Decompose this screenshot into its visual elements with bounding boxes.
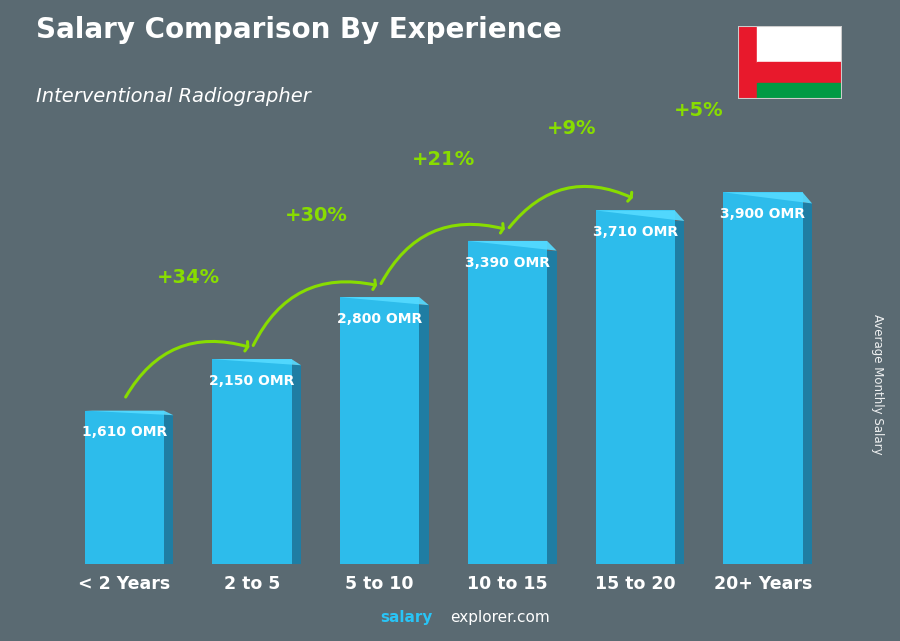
- Text: +9%: +9%: [546, 119, 596, 138]
- Bar: [757, 63, 842, 83]
- Polygon shape: [340, 297, 428, 305]
- Bar: [212, 359, 292, 564]
- Text: 3,390 OMR: 3,390 OMR: [465, 256, 550, 270]
- Text: salary: salary: [381, 610, 433, 625]
- Bar: [547, 251, 556, 564]
- Bar: [596, 210, 675, 564]
- Bar: [757, 26, 842, 62]
- Text: 3,710 OMR: 3,710 OMR: [593, 225, 678, 239]
- Text: 1,610 OMR: 1,610 OMR: [82, 426, 166, 440]
- Text: explorer.com: explorer.com: [450, 610, 550, 625]
- Bar: [85, 411, 164, 564]
- Polygon shape: [212, 359, 302, 365]
- Text: Salary Comparison By Experience: Salary Comparison By Experience: [36, 16, 562, 44]
- Polygon shape: [85, 411, 174, 415]
- Bar: [675, 221, 684, 564]
- Text: +30%: +30%: [284, 206, 347, 225]
- Bar: [164, 415, 174, 564]
- Polygon shape: [596, 210, 684, 221]
- Bar: [419, 305, 428, 564]
- Bar: [738, 26, 757, 99]
- Text: 3,900 OMR: 3,900 OMR: [721, 207, 806, 221]
- Polygon shape: [468, 241, 556, 251]
- Text: +34%: +34%: [157, 268, 220, 287]
- Polygon shape: [724, 192, 812, 203]
- Text: Average Monthly Salary: Average Monthly Salary: [871, 314, 884, 455]
- Bar: [468, 241, 547, 564]
- Text: 2,800 OMR: 2,800 OMR: [338, 312, 422, 326]
- Bar: [803, 203, 812, 564]
- Bar: [292, 365, 302, 564]
- Bar: [340, 297, 419, 564]
- Bar: [724, 192, 803, 564]
- Text: +21%: +21%: [412, 149, 475, 169]
- Text: 2,150 OMR: 2,150 OMR: [210, 374, 294, 388]
- Text: Interventional Radiographer: Interventional Radiographer: [36, 87, 310, 106]
- Text: +5%: +5%: [674, 101, 724, 120]
- Bar: [757, 83, 842, 99]
